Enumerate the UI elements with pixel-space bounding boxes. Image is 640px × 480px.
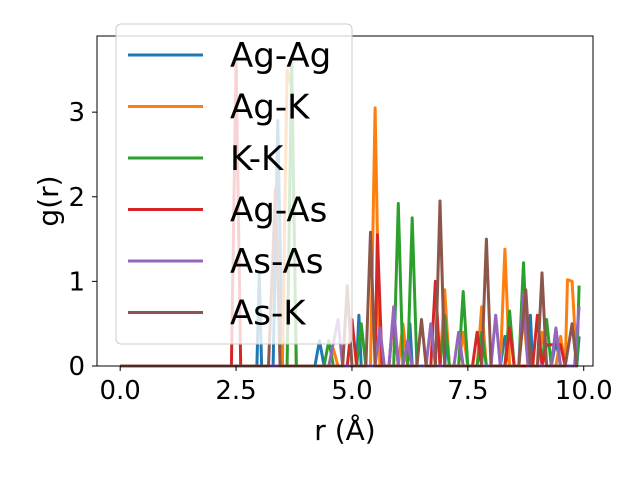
x-tick-label: 2.5 <box>215 376 256 406</box>
y-tick-label: 0 <box>68 352 85 382</box>
legend-label-ag-ag: Ag-Ag <box>230 36 331 76</box>
series-line-k-k <box>120 59 581 368</box>
x-tick-label: 0.0 <box>99 376 140 406</box>
legend-label-as-k: As-K <box>230 294 307 334</box>
y-tick-label: 2 <box>68 183 85 213</box>
x-tick-label: 5.0 <box>331 376 372 406</box>
legend-label-ag-as: Ag-As <box>230 191 327 231</box>
y-tick-label: 3 <box>68 98 85 128</box>
x-axis: 0.0 2.5 5.0 7.5 10.0 <box>99 366 613 406</box>
legend-box <box>115 23 353 345</box>
y-tick-label: 1 <box>68 267 85 297</box>
y-axis-label: g(r) <box>32 175 65 226</box>
x-axis-label: r (Å) <box>314 413 375 447</box>
legend-label-as-as: As-As <box>230 242 323 282</box>
x-tick-label: 7.5 <box>447 376 488 406</box>
legend: Ag-Ag Ag-K K-K Ag-As As-As As-K <box>115 23 353 345</box>
y-axis: 0 1 2 3 <box>68 98 97 382</box>
x-tick-label: 10.0 <box>555 376 613 406</box>
legend-label-k-k: K-K <box>230 139 285 179</box>
legend-label-ag-k: Ag-K <box>230 88 311 128</box>
